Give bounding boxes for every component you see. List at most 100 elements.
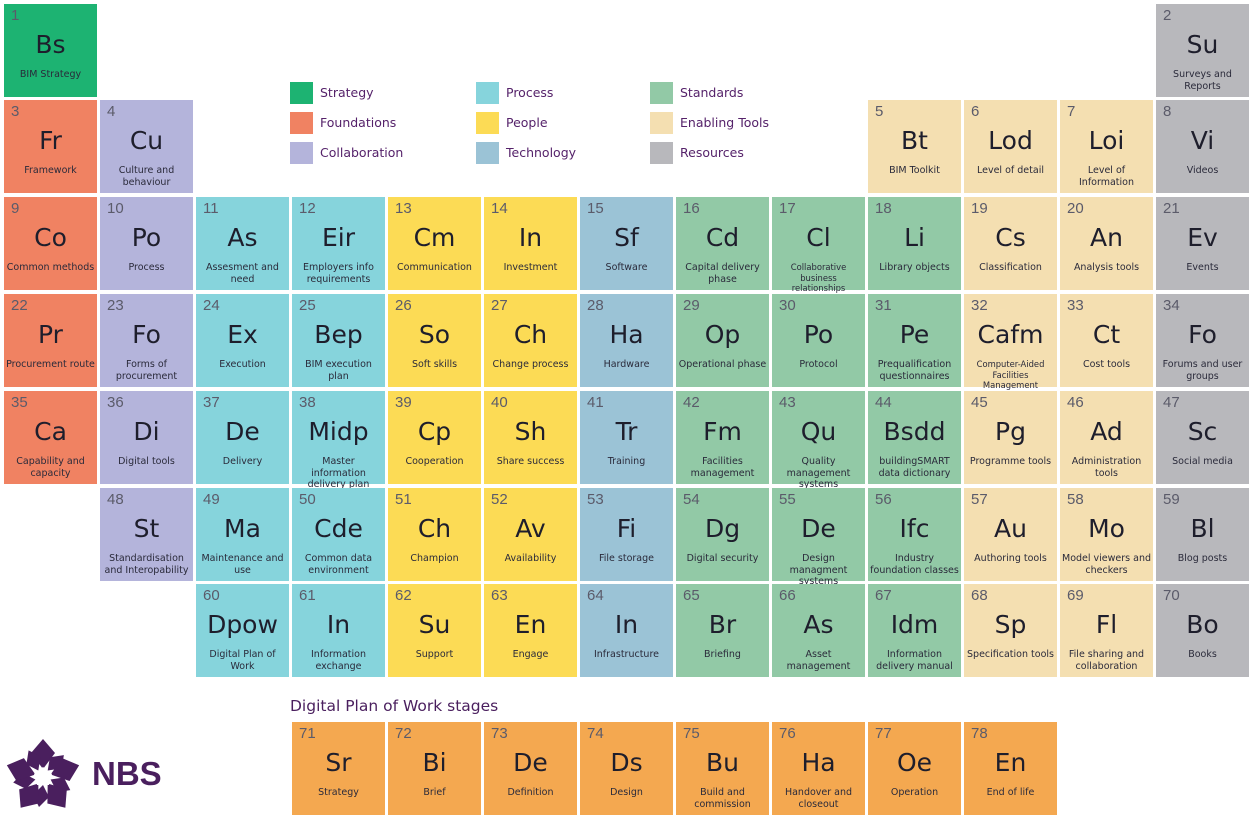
element-name: Surveys and Reports: [1173, 69, 1232, 92]
element-tile-ch: 51 Ch Champion: [388, 488, 481, 581]
element-tile-co: 9 Co Common methods: [4, 197, 97, 290]
element-name: Hardware: [603, 359, 650, 370]
element-name: Cost tools: [1082, 359, 1131, 370]
legend-label: Strategy: [320, 85, 374, 100]
element-symbol: Ex: [227, 320, 258, 349]
element-name: BIM Toolkit: [889, 165, 940, 176]
element-tile-mo: 58 Mo Model viewers and checkers: [1060, 488, 1153, 581]
element-name: Maintenance and use: [201, 553, 284, 576]
element-symbol: Bt: [901, 126, 928, 155]
element-number: 41: [587, 394, 604, 411]
element-name: Build and commission: [694, 787, 751, 810]
element-number: 18: [875, 200, 892, 217]
element-tile-cp: 39 Cp Cooperation: [388, 391, 481, 484]
element-number: 63: [491, 587, 508, 604]
legend-label: Enabling Tools: [680, 115, 769, 130]
element-symbol: Av: [515, 514, 546, 543]
element-number: 60: [203, 587, 220, 604]
element-name: Engage: [512, 649, 549, 660]
brand-logo-text: NBS: [92, 755, 162, 792]
element-name: Master information delivery plan: [307, 456, 370, 490]
element-tile-ds: 74 Ds Design: [580, 722, 673, 815]
element-number: 38: [299, 394, 316, 411]
element-name: Specification tools: [967, 649, 1054, 660]
element-tile-li: 18 Li Library objects: [868, 197, 961, 290]
element-name: Delivery: [222, 456, 263, 467]
element-number: 61: [299, 587, 316, 604]
element-number: 43: [779, 394, 796, 411]
legend-label: Collaboration: [320, 145, 404, 160]
element-number: 59: [1163, 491, 1180, 508]
element-name: Programme tools: [969, 456, 1052, 467]
element-symbol: Di: [133, 417, 160, 446]
element-symbol: As: [227, 223, 258, 252]
element-name: Common methods: [6, 262, 95, 273]
element-symbol: Tr: [615, 417, 638, 446]
element-name: Videos: [1186, 165, 1219, 176]
element-name: Capability and capacity: [16, 456, 85, 479]
element-symbol: Ev: [1187, 223, 1218, 252]
element-number: 52: [491, 491, 508, 508]
element-symbol: In: [518, 223, 543, 252]
element-tile-fm: 42 Fm Facilities management: [676, 391, 769, 484]
element-name: Briefing: [704, 649, 741, 660]
element-name: Communication: [397, 262, 472, 273]
element-name: Handover and closeout: [784, 787, 853, 810]
element-symbol: Pg: [995, 417, 1026, 446]
element-number: 51: [395, 491, 412, 508]
element-number: 13: [395, 200, 412, 217]
element-tile-br: 65 Br Briefing: [676, 584, 769, 677]
element-tile-vi: 8 Vi Videos: [1156, 100, 1249, 193]
element-name: Events: [1186, 262, 1219, 273]
element-symbol: Loi: [1088, 126, 1125, 155]
element-name: Social media: [1172, 456, 1233, 467]
element-symbol: Dpow: [207, 610, 278, 639]
element-tile-midp: 38 Midp Master information delivery plan: [292, 391, 385, 490]
element-tile-sp: 68 Sp Specification tools: [964, 584, 1057, 677]
legend-swatch: [476, 142, 499, 164]
element-tile-eir: 12 Eir Employers info requirements: [292, 197, 385, 290]
element-number: 28: [587, 297, 604, 314]
element-number: 78: [971, 725, 988, 742]
element-tile-po: 30 Po Protocol: [772, 294, 865, 387]
element-number: 75: [683, 725, 700, 742]
element-symbol: Bl: [1190, 514, 1215, 543]
element-tile-di: 36 Di Digital tools: [100, 391, 193, 484]
element-number: 57: [971, 491, 988, 508]
element-symbol: Su: [418, 610, 451, 639]
element-tile-de: 37 De Delivery: [196, 391, 289, 484]
element-symbol: Cde: [314, 514, 363, 543]
element-tile-cafm: 32 Cafm Computer-Aided Facilities Manageme…: [964, 294, 1057, 390]
element-number: 6: [971, 103, 980, 120]
element-symbol: Bsdd: [883, 417, 946, 446]
element-number: 64: [587, 587, 604, 604]
element-name: Software: [605, 262, 648, 273]
element-tile-au: 57 Au Authoring tools: [964, 488, 1057, 581]
element-tile-fo: 34 Fo Forums and user groups: [1156, 294, 1249, 387]
element-number: 30: [779, 297, 796, 314]
element-name: Employers info requirements: [303, 262, 374, 285]
element-name: Design managment systems: [789, 553, 848, 587]
element-number: 21: [1163, 200, 1180, 217]
element-name: Digital tools: [118, 456, 175, 467]
element-number: 24: [203, 297, 220, 314]
element-symbol: Su: [1186, 30, 1219, 59]
legend-label: People: [506, 115, 548, 130]
element-number: 66: [779, 587, 796, 604]
element-tile-cs: 19 Cs Classification: [964, 197, 1057, 290]
element-number: 36: [107, 394, 124, 411]
element-symbol: Ad: [1090, 417, 1123, 446]
element-name: Design: [610, 787, 643, 798]
element-number: 71: [299, 725, 316, 742]
element-number: 70: [1163, 587, 1180, 604]
element-tile-in: 14 In Investment: [484, 197, 577, 290]
element-name: Digital Plan of Work: [209, 649, 276, 672]
element-symbol: En: [514, 610, 547, 639]
element-number: 45: [971, 394, 988, 411]
element-tile-de: 73 De Definition: [484, 722, 577, 815]
element-number: 68: [971, 587, 988, 604]
element-name: Execution: [219, 359, 266, 370]
element-symbol: Bep: [314, 320, 363, 349]
element-name: Operation: [890, 787, 939, 798]
element-name: File storage: [598, 553, 654, 564]
